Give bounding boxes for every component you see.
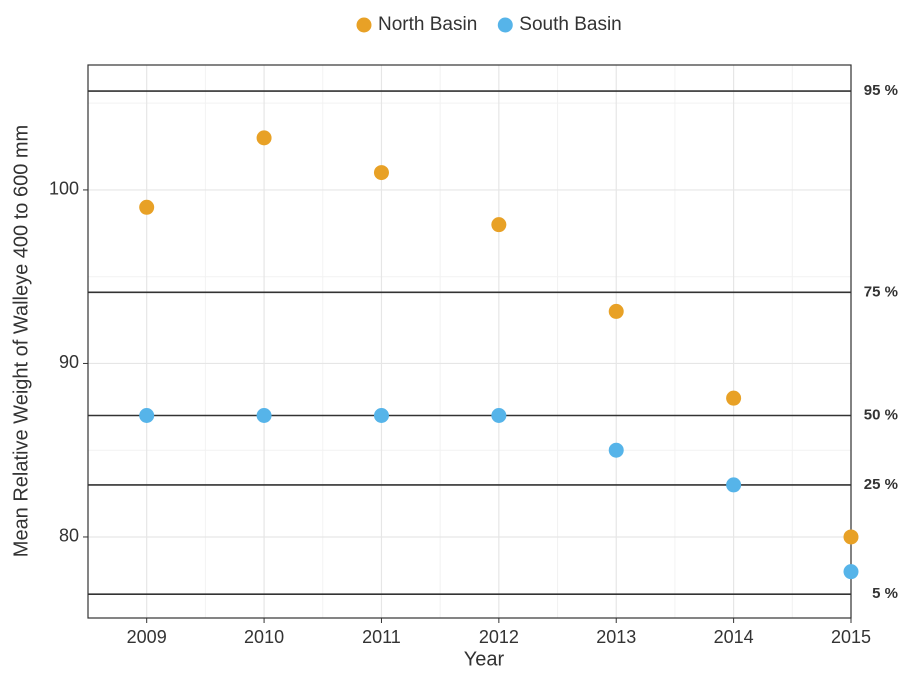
x-tick-label: 2013 (596, 627, 636, 647)
y-axis-label: Mean Relative Weight of Walleye 400 to 6… (10, 125, 32, 557)
x-tick-label: 2014 (714, 627, 754, 647)
x-tick-label: 2009 (127, 627, 167, 647)
point (608, 303, 624, 319)
x-axis-label: Year (464, 648, 505, 670)
reference-label: 5 % (872, 585, 898, 602)
x-tick-label: 2011 (362, 627, 401, 647)
point (373, 408, 389, 424)
point (256, 130, 272, 146)
point (256, 408, 272, 424)
point (843, 529, 859, 545)
reference-label: 95 % (864, 82, 898, 99)
plot-border (87, 64, 852, 619)
legend-marker (356, 17, 372, 33)
reference-label: 75 % (864, 283, 898, 300)
point (726, 390, 742, 406)
x-tick-label: 2015 (831, 627, 871, 647)
legend-marker (497, 17, 513, 33)
point (843, 564, 859, 580)
point (139, 408, 155, 424)
x-tick-label: 2010 (244, 627, 284, 647)
point (139, 199, 155, 215)
point (491, 217, 507, 233)
legend-label: South Basin (519, 14, 621, 35)
point (373, 165, 389, 181)
y-tick-label: 90 (59, 352, 79, 372)
x-tick-label: 2012 (479, 627, 519, 647)
y-tick-label: 80 (59, 526, 79, 546)
point (491, 408, 507, 424)
point (608, 442, 624, 458)
y-tick-label: 100 (49, 179, 79, 199)
legend-label: North Basin (378, 14, 477, 35)
reference-label: 50 % (864, 406, 898, 423)
reference-label: 25 % (864, 476, 898, 493)
point (726, 477, 742, 493)
